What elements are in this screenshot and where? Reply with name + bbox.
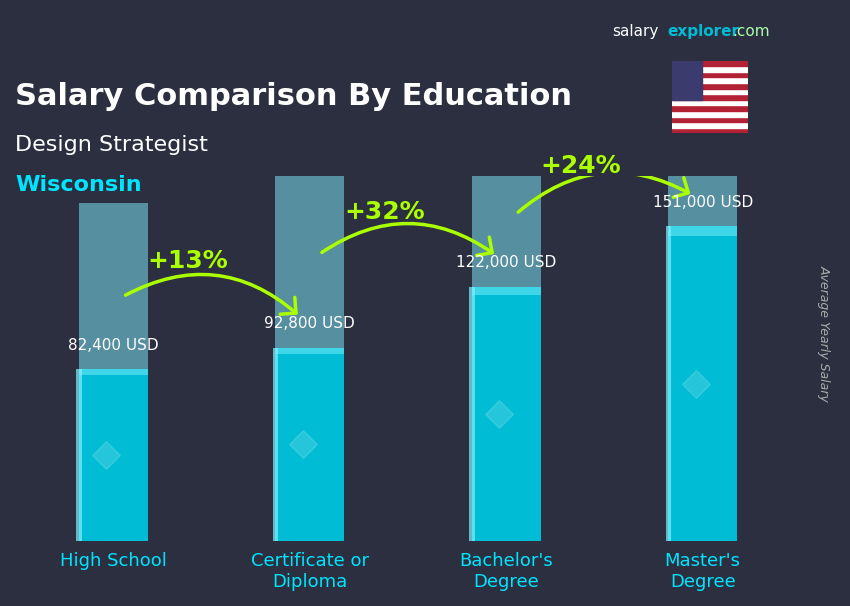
Point — [492, 409, 506, 419]
Bar — [672, 105, 748, 111]
Bar — [672, 88, 748, 94]
Bar — [672, 116, 748, 122]
Text: explorer: explorer — [667, 24, 740, 39]
Text: +32%: +32% — [344, 201, 425, 224]
Bar — [79, 203, 148, 375]
Bar — [672, 83, 748, 88]
Text: Design Strategist: Design Strategist — [15, 135, 208, 155]
Bar — [668, 0, 737, 236]
Text: Salary Comparison By Education: Salary Comparison By Education — [15, 82, 572, 111]
Bar — [672, 72, 748, 78]
Text: .com: .com — [733, 24, 770, 39]
Bar — [275, 160, 344, 353]
Bar — [672, 78, 748, 83]
Bar — [666, 227, 672, 541]
Bar — [469, 287, 474, 541]
FancyArrowPatch shape — [518, 173, 688, 212]
FancyArrowPatch shape — [126, 275, 296, 315]
Bar — [79, 370, 148, 541]
Bar — [76, 370, 82, 541]
Bar — [672, 100, 748, 105]
FancyArrowPatch shape — [322, 224, 492, 255]
Bar — [672, 122, 748, 128]
Bar — [672, 66, 748, 72]
Text: 92,800 USD: 92,800 USD — [264, 316, 355, 331]
Text: +24%: +24% — [541, 154, 621, 178]
Text: 151,000 USD: 151,000 USD — [653, 195, 753, 210]
Text: 122,000 USD: 122,000 USD — [456, 255, 557, 270]
Bar — [273, 348, 278, 541]
Text: +13%: +13% — [148, 249, 229, 273]
Bar — [672, 61, 702, 100]
Bar — [672, 61, 748, 66]
Bar — [672, 111, 748, 116]
Text: 82,400 USD: 82,400 USD — [68, 338, 159, 353]
Bar — [672, 94, 748, 100]
Bar — [275, 348, 344, 541]
Bar — [472, 287, 541, 541]
Bar — [472, 41, 541, 295]
Point — [689, 379, 703, 388]
Text: Average Yearly Salary: Average Yearly Salary — [818, 265, 831, 402]
Text: salary: salary — [612, 24, 659, 39]
Text: Wisconsin: Wisconsin — [15, 175, 142, 195]
Point — [99, 450, 113, 460]
Bar — [668, 227, 737, 541]
Point — [296, 439, 309, 449]
Bar — [672, 128, 748, 133]
